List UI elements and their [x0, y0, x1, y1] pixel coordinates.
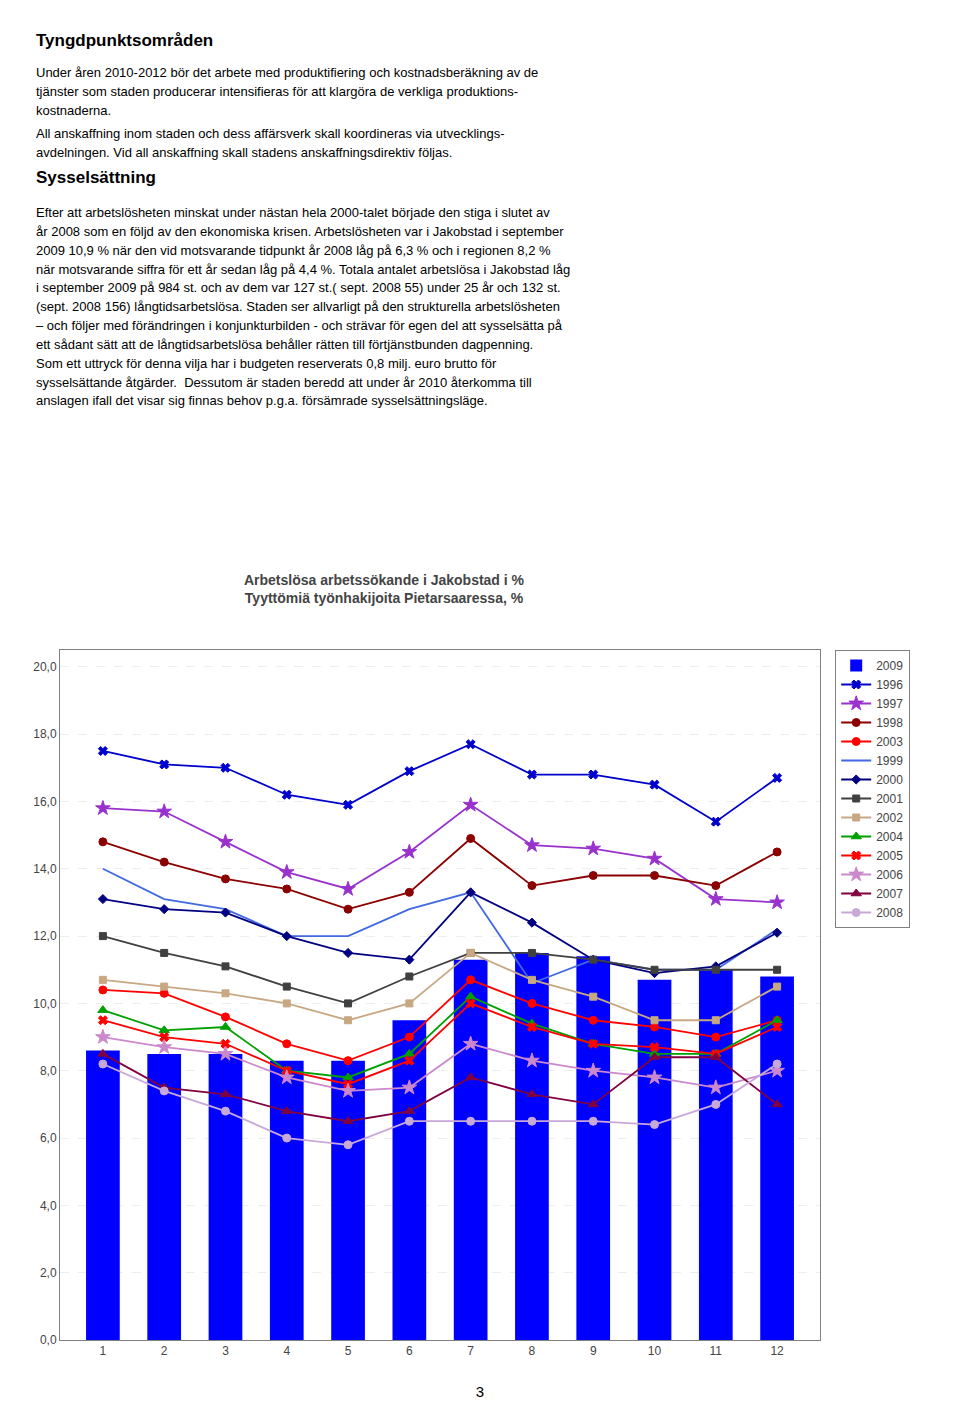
svg-text:11: 11 [710, 1344, 723, 1358]
html-text:Efter att arbetslösheten minsk: Efter att arbetslösheten minskat under n… [36, 205, 571, 409]
svg-text:2009: 2009 [876, 659, 903, 673]
svg-text:6: 6 [406, 1344, 413, 1358]
html-text:3: 3 [475, 1383, 485, 1400]
svg-text:Arbetslösa arbetssökande i Jak: Arbetslösa arbetssökande i Jakobstad i %… [244, 572, 525, 606]
svg-text:7: 7 [467, 1344, 474, 1358]
svg-text:1: 1 [100, 1344, 107, 1358]
svg-text:2002: 2002 [876, 811, 903, 825]
svg-text:6,0: 6,0 [40, 1131, 57, 1145]
svg-text:12,0: 12,0 [33, 929, 57, 943]
svg-text:1999: 1999 [876, 754, 903, 768]
svg-text:9: 9 [590, 1344, 597, 1358]
svg-text:2006: 2006 [876, 868, 903, 882]
svg-text:1996: 1996 [876, 678, 903, 692]
html-text:Tyngdpunktsområden: Tyngdpunktsområden [36, 31, 214, 50]
svg-text:20,0: 20,0 [33, 660, 57, 674]
svg-text:2005: 2005 [876, 849, 903, 863]
svg-text:18,0: 18,0 [33, 727, 57, 741]
svg-text:10,0: 10,0 [33, 997, 57, 1011]
svg-text:2003: 2003 [876, 735, 903, 749]
svg-text:2000: 2000 [876, 773, 903, 787]
svg-text:3: 3 [222, 1344, 229, 1358]
svg-text:2: 2 [161, 1344, 168, 1358]
html-text:All anskaffning inom staden oc: All anskaffning inom staden och dess aff… [36, 126, 505, 160]
svg-text:2001: 2001 [876, 792, 903, 806]
svg-text:14,0: 14,0 [33, 862, 57, 876]
svg-text:1997: 1997 [876, 697, 903, 711]
svg-text:1998: 1998 [876, 716, 903, 730]
svg-text:2008: 2008 [876, 906, 903, 920]
html-text:Sysselsättning: Sysselsättning [36, 168, 156, 187]
svg-text:5: 5 [345, 1344, 352, 1358]
svg-text:10: 10 [648, 1344, 662, 1358]
svg-text:2,0: 2,0 [40, 1266, 57, 1280]
svg-text:2004: 2004 [876, 830, 903, 844]
svg-text:4,0: 4,0 [40, 1199, 57, 1213]
svg-text:4: 4 [283, 1344, 290, 1358]
svg-text:12: 12 [770, 1344, 784, 1358]
svg-text:8,0: 8,0 [40, 1064, 57, 1078]
html-text:Under åren 2010-2012 bör det a: Under åren 2010-2012 bör det arbete med … [36, 65, 539, 118]
svg-text:0,0: 0,0 [40, 1333, 57, 1347]
svg-text:16,0: 16,0 [33, 795, 57, 809]
svg-text:8: 8 [529, 1344, 536, 1358]
svg-text:2007: 2007 [876, 887, 903, 901]
